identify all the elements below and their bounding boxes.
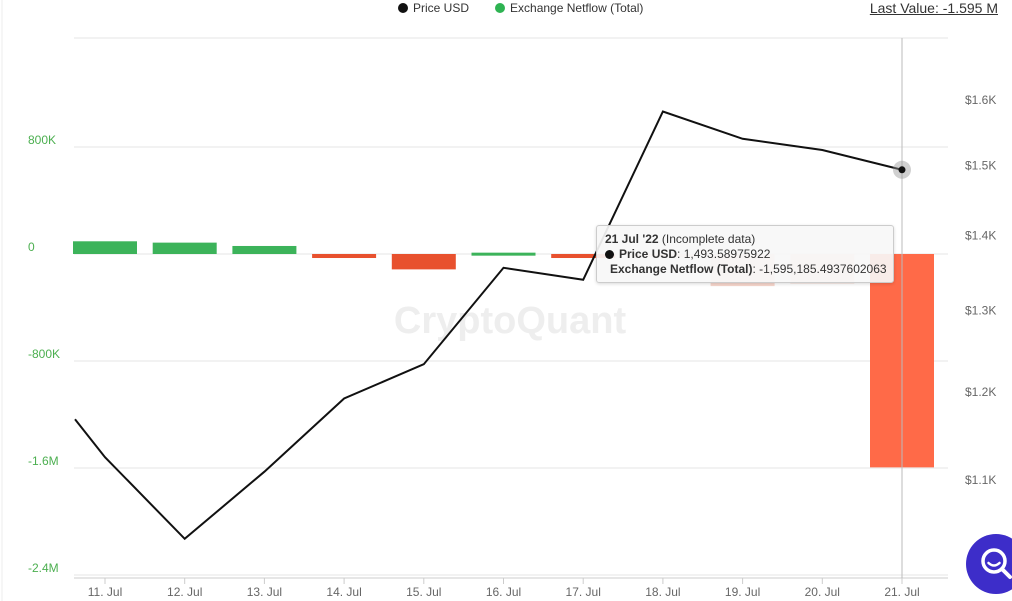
right-axis-tick-label: $1.5K bbox=[965, 158, 996, 172]
tooltip-header: 21 Jul '22 (Incomplete data) bbox=[605, 232, 885, 247]
tooltip-note: (Incomplete data) bbox=[661, 232, 756, 246]
price-point[interactable] bbox=[898, 166, 906, 174]
netflow-bar[interactable] bbox=[152, 242, 217, 254]
tooltip-price-value: : 1,493.58975922 bbox=[677, 247, 771, 261]
left-axis-tick-label: -2.4M bbox=[28, 561, 59, 575]
left-axis-tick-label: 0 bbox=[28, 240, 35, 254]
netflow-bar[interactable] bbox=[73, 241, 137, 254]
search-fab-button[interactable] bbox=[966, 534, 1012, 594]
x-axis: 11. Jul 12. Jul 13. Jul 14. Jul 15. Jul 16. J… bbox=[74, 577, 948, 599]
crosshair bbox=[893, 38, 911, 578]
x-axis-tick-label: 15. Jul bbox=[406, 585, 441, 599]
x-axis-tick-label: 14. Jul bbox=[326, 585, 361, 599]
netflow-bar[interactable] bbox=[312, 254, 377, 259]
right-axis: $1.6K $1.5K $1.4K $1.3K $1.2K $1.1K bbox=[965, 93, 996, 487]
search-icon bbox=[981, 548, 1012, 579]
right-axis-tick-label: $1.4K bbox=[965, 228, 996, 242]
tooltip-netflow-label: Exchange Netflow (Total) bbox=[610, 262, 753, 276]
last-value-link[interactable]: Last Value: -1.595 M bbox=[869, 0, 998, 16]
x-axis-tick-label: 19. Jul bbox=[725, 585, 760, 599]
right-axis-tick-label: $1.1K bbox=[965, 473, 996, 487]
right-axis-tick-label: $1.6K bbox=[965, 93, 996, 107]
grid-lines bbox=[1, 0, 948, 601]
legend-item-netflow[interactable]: Exchange Netflow (Total) bbox=[495, 1, 643, 15]
x-axis-tick-label: 12. Jul bbox=[167, 585, 202, 599]
tooltip-price-row: Price USD: 1,493.58975922 bbox=[605, 247, 885, 262]
netflow-bar[interactable] bbox=[551, 254, 616, 259]
right-axis-tick-label: $1.2K bbox=[965, 385, 996, 399]
left-axis-tick-label: -1.6M bbox=[28, 454, 59, 468]
x-axis-tick-label: 11. Jul bbox=[88, 585, 122, 599]
right-axis-tick-label: $1.3K bbox=[965, 304, 996, 318]
x-axis-tick-label: 17. Jul bbox=[566, 585, 601, 599]
left-axis-tick-label: 800K bbox=[28, 133, 56, 147]
legend-dot-netflow bbox=[495, 3, 506, 13]
legend-label-netflow: Exchange Netflow (Total) bbox=[510, 1, 644, 15]
tooltip-netflow-value: : -1,595,185.4937602063 bbox=[752, 262, 887, 276]
tooltip-netflow-row: Exchange Netflow (Total): -1,595,185.493… bbox=[605, 262, 887, 277]
netflow-bar[interactable] bbox=[471, 252, 536, 256]
tooltip-price-label: Price USD bbox=[619, 247, 678, 261]
legend-label-price: Price USD bbox=[413, 1, 470, 15]
watermark: CryptoQuant bbox=[394, 300, 627, 342]
x-axis-tick-label: 21. Jul bbox=[884, 585, 919, 599]
x-axis-tick-label: 13. Jul bbox=[247, 585, 282, 599]
netflow-bar[interactable] bbox=[391, 254, 456, 270]
x-axis-tick-label: 18. Jul bbox=[645, 585, 680, 599]
legend: Price USD Exchange Netflow (Total) bbox=[398, 1, 643, 15]
tooltip-price-dot bbox=[605, 250, 614, 259]
netflow-bar[interactable] bbox=[232, 245, 297, 254]
price-line-path bbox=[74, 110, 903, 541]
legend-dot-price bbox=[398, 3, 408, 13]
left-axis-tick-label: -800K bbox=[28, 347, 60, 361]
x-axis-tick-label: 20. Jul bbox=[805, 585, 840, 599]
tooltip: 21 Jul '22 (Incomplete data) Price USD: … bbox=[596, 225, 894, 283]
tooltip-date: 21 Jul '22 bbox=[605, 232, 659, 246]
price-line bbox=[74, 110, 903, 541]
x-axis-tick-label: 16. Jul bbox=[486, 585, 521, 599]
legend-item-price[interactable]: Price USD bbox=[398, 1, 469, 15]
left-axis: 800K 0 -800K -1.6M -2.4M bbox=[28, 133, 60, 575]
